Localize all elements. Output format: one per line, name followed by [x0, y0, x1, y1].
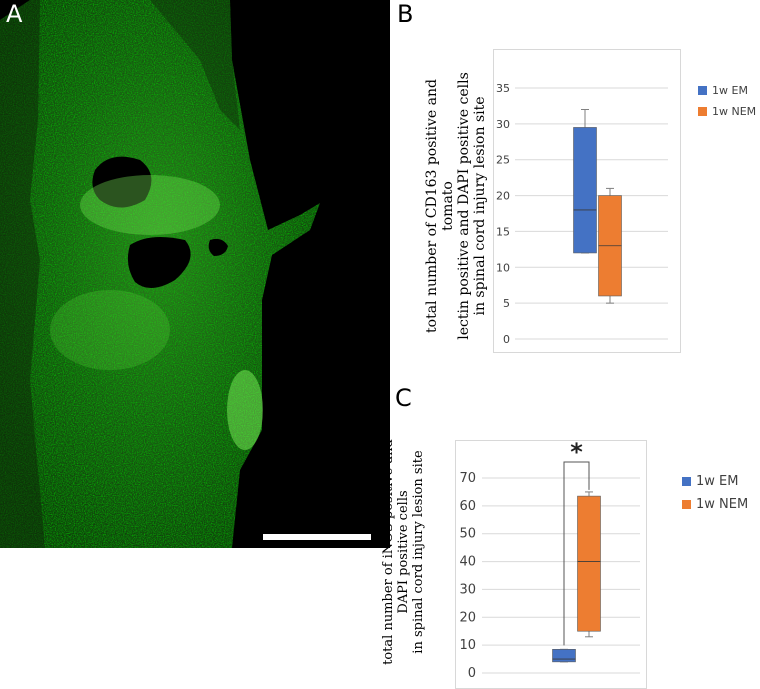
- chart-b-ylabel: total number of CD163 positive and tomat…: [424, 56, 488, 356]
- chart-b-legend-label: 1w NEM: [712, 105, 756, 118]
- chart-c-ytick-label: 10: [459, 638, 476, 653]
- chart-b-ylabel-line-2: lectin positive and DAPI positive cells: [456, 72, 473, 340]
- chart-c-box-em: [552, 649, 576, 663]
- chart-b-legend-swatch: [698, 86, 707, 95]
- chart-c-legend-swatch: [682, 477, 691, 486]
- chart-b-box-em: [573, 127, 597, 254]
- chart-c-ylabel-line-1: total number of iNOS positive and: [381, 439, 396, 665]
- chart-c-ytick-label: 20: [459, 610, 476, 625]
- chart-b-ytick-label: 25: [496, 154, 510, 167]
- chart-c-ylabel-line-2: DAPI positive cells: [395, 490, 411, 614]
- chart-c-significance-bracket: [563, 461, 590, 646]
- chart-c-significance-star: *: [570, 440, 583, 466]
- chart-c: 0 10 20 30 40 50 60 70 1w EM 1w NEM *: [459, 440, 748, 681]
- micrograph-panel: A: [0, 0, 390, 548]
- chart-c-box-nem: [577, 495, 601, 632]
- panel-c-letter: C: [395, 384, 412, 412]
- chart-c-ytick-label: 0: [468, 666, 476, 681]
- chart-c-ylabel-line-3: in spinal cord injury lesion site: [410, 450, 426, 654]
- chart-b-legend-swatch: [698, 107, 707, 116]
- chart-b-ylabel-line-1: total number of CD163 positive and tomat…: [424, 79, 457, 333]
- chart-b-ytick-label: 5: [503, 297, 510, 310]
- chart-b-ytick-label: 20: [496, 190, 510, 203]
- chart-b-ytick-label: 10: [496, 261, 510, 274]
- chart-c-legend-label: 1w EM: [696, 474, 738, 489]
- chart-b-ytick-label: 0: [503, 333, 510, 346]
- chart-b-ytick-label: 35: [496, 82, 510, 95]
- panel-a-letter: A: [6, 0, 23, 28]
- chart-c-ytick-label: 40: [459, 555, 476, 570]
- lesion-cavity: [92, 156, 152, 208]
- chart-c-ytick-label: 30: [459, 582, 476, 597]
- chart-c-ylabel: total number of iNOS positive and DAPI p…: [381, 422, 442, 682]
- chart-c-ytick-label: 70: [459, 471, 476, 486]
- chart-b-ytick-label: 30: [496, 118, 510, 131]
- micrograph-image: [0, 0, 371, 548]
- panel-b-letter: B: [397, 0, 414, 28]
- chart-b-legend-label: 1w EM: [712, 84, 748, 97]
- chart-c-legend-label: 1w NEM: [696, 497, 748, 512]
- chart-c-legend-swatch: [682, 500, 691, 509]
- chart-c-plot-area: [455, 440, 647, 689]
- chart-c-ytick-label: 50: [459, 527, 476, 542]
- chart-b: 0 5 10 15 20 25 30 35 1w EM 1w NEM: [496, 82, 756, 346]
- chart-b-ytick-label: 15: [496, 225, 510, 238]
- chart-c-ytick-label: 60: [459, 499, 476, 514]
- scale-bar: [263, 534, 371, 540]
